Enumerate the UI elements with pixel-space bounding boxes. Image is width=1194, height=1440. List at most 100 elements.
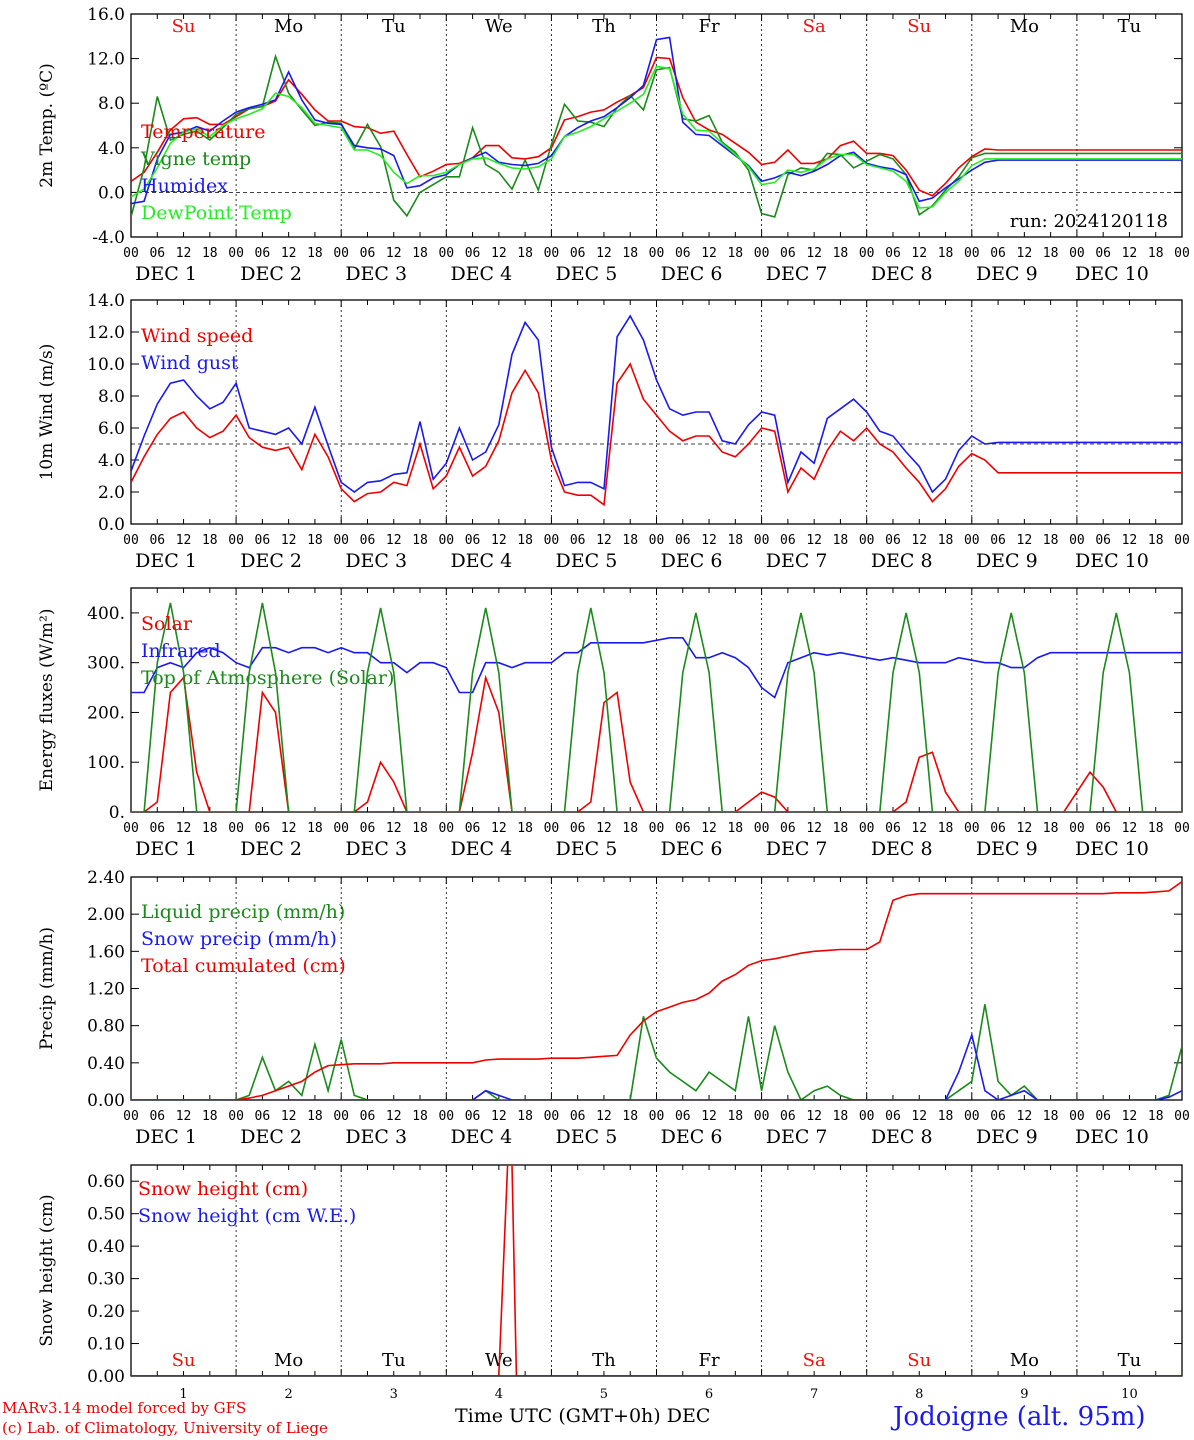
x-hour-label: 06 <box>675 246 691 261</box>
series-line-wind-speed <box>131 362 1182 507</box>
x-hour-label: 06 <box>465 533 481 548</box>
chart-panel-5: 0.00 0.10 0.20 0.30 0.40 0.50 0.60 Snow height … <box>37 1164 1183 1402</box>
x-hour-label: 06 <box>360 246 376 261</box>
x-hour-label: 06 <box>990 1109 1006 1124</box>
x-hour-label: 00 <box>1174 821 1190 836</box>
x-date-label: DEC 1 <box>135 263 197 285</box>
x-date-label: DEC 8 <box>871 550 933 572</box>
chart-panel-3: 0. 100. 200. 300. 400. Energy fluxes (W/m²) 00… <box>37 587 1190 860</box>
x-hour-label: 12 <box>281 533 297 548</box>
y-tick-label: 6.0 <box>98 419 125 439</box>
x-hour-label: 18 <box>1148 533 1164 548</box>
day-number-label: 5 <box>600 1387 608 1402</box>
weekday-label: Sa <box>803 1350 826 1371</box>
x-date-label: DEC 4 <box>450 263 512 285</box>
x-date-label: DEC 1 <box>135 838 197 860</box>
x-date-label: DEC 8 <box>871 1126 933 1148</box>
x-hour-label: 18 <box>622 533 638 548</box>
footer-credit-line-2: (c) Lab. of Climatology, University of L… <box>2 1419 328 1437</box>
x-hour-label: 12 <box>1017 821 1033 836</box>
x-hour-label: 00 <box>123 821 139 836</box>
x-hour-label: 12 <box>176 1109 192 1124</box>
y-axis-label: Snow height (cm) <box>37 1194 57 1346</box>
y-tick-label: 0.10 <box>87 1335 125 1355</box>
y-tick-label: 0.20 <box>87 1302 125 1322</box>
x-hour-label: 00 <box>1069 1109 1085 1124</box>
y-tick-label: 0.80 <box>87 1017 125 1037</box>
weekday-label: Mo <box>1010 1350 1039 1371</box>
weekday-label: Mo <box>1010 16 1039 37</box>
x-hour-label: 18 <box>938 246 954 261</box>
run-annotation: run: 2024120118 <box>1010 211 1168 232</box>
x-hour-label: 12 <box>491 533 507 548</box>
x-hour-label: 18 <box>307 1109 323 1124</box>
x-hour-label: 12 <box>911 246 927 261</box>
x-hour-label: 18 <box>412 1109 428 1124</box>
x-hour-label: 00 <box>333 533 349 548</box>
chart-panel-4: 0.00 0.40 0.80 1.20 1.60 2.00 2.40 Precip (mm/h… <box>37 868 1190 1148</box>
chart-panel-2: 0.0 2.0 4.0 6.0 8.0 10.0 12.0 14.0 10m Wind (m/s… <box>37 291 1190 572</box>
x-hour-label: 06 <box>885 1109 901 1124</box>
y-tick-label: 4.0 <box>98 139 125 159</box>
weekday-label: We <box>485 16 513 37</box>
legend-entry: Infrared <box>141 640 221 662</box>
x-hour-label: 12 <box>701 821 717 836</box>
x-hour-label: 12 <box>806 1109 822 1124</box>
series-line-humidex <box>131 36 1182 205</box>
x-hour-label: 12 <box>596 533 612 548</box>
legend-entry: Wind speed <box>141 325 253 347</box>
y-axis-label: Energy fluxes (W/m²) <box>37 609 57 792</box>
x-hour-label: 12 <box>281 821 297 836</box>
weekday-label: Su <box>172 1350 196 1371</box>
day-number-label: 2 <box>285 1387 293 1402</box>
x-date-label: DEC 5 <box>556 1126 618 1148</box>
x-hour-label: 06 <box>675 1109 691 1124</box>
y-tick-label: 100. <box>87 753 125 773</box>
x-hour-label: 06 <box>780 1109 796 1124</box>
x-hour-label: 18 <box>517 821 533 836</box>
legend-entry: Total cumulated (cm) <box>141 955 346 977</box>
day-number-label: 1 <box>179 1387 187 1402</box>
x-hour-label: 06 <box>885 246 901 261</box>
x-hour-label: 06 <box>990 533 1006 548</box>
weekday-label: Th <box>592 16 616 37</box>
x-hour-label: 00 <box>1069 246 1085 261</box>
x-hour-label: 00 <box>649 1109 665 1124</box>
weekday-label: Th <box>592 1350 616 1371</box>
x-hour-label: 18 <box>1148 246 1164 261</box>
x-hour-label: 18 <box>938 533 954 548</box>
x-date-label: DEC 1 <box>135 1126 197 1148</box>
x-hour-label: 06 <box>465 246 481 261</box>
x-hour-label: 00 <box>228 821 244 836</box>
x-hour-label: 06 <box>1095 821 1111 836</box>
x-hour-label: 12 <box>491 1109 507 1124</box>
x-hour-label: 00 <box>859 821 875 836</box>
chart-panel-1: -4.0 0.0 4.0 8.0 12.0 16.0 2m Temp. (ºC) 00 06 12… <box>37 5 1190 285</box>
weekday-label: Mo <box>274 16 303 37</box>
x-hour-label: 00 <box>649 821 665 836</box>
x-hour-label: 18 <box>1043 821 1059 836</box>
legend-entry: DewPoint Temp <box>141 202 292 224</box>
x-date-label: DEC 9 <box>976 550 1038 572</box>
y-tick-label: 16.0 <box>87 5 125 25</box>
x-hour-label: 06 <box>465 821 481 836</box>
x-hour-label: 18 <box>202 246 218 261</box>
x-hour-label: 06 <box>149 533 165 548</box>
x-hour-label: 12 <box>1017 246 1033 261</box>
weekday-label: Fr <box>699 1350 720 1371</box>
weekday-label: Tu <box>382 16 406 37</box>
x-hour-label: 00 <box>123 246 139 261</box>
x-date-label: DEC 9 <box>976 1126 1038 1148</box>
x-hour-label: 00 <box>438 821 454 836</box>
x-axis-label: Time UTC (GMT+0h) <box>455 1405 661 1427</box>
x-hour-label: 18 <box>727 821 743 836</box>
x-date-label: DEC 10 <box>1075 838 1149 860</box>
y-tick-label: 300. <box>87 654 125 674</box>
x-hour-label: 00 <box>123 1109 139 1124</box>
x-date-label: DEC 1 <box>135 550 197 572</box>
x-date-label: DEC 6 <box>661 550 723 572</box>
x-hour-label: 12 <box>1017 1109 1033 1124</box>
x-hour-label: 00 <box>1174 1109 1190 1124</box>
x-hour-label: 00 <box>859 246 875 261</box>
